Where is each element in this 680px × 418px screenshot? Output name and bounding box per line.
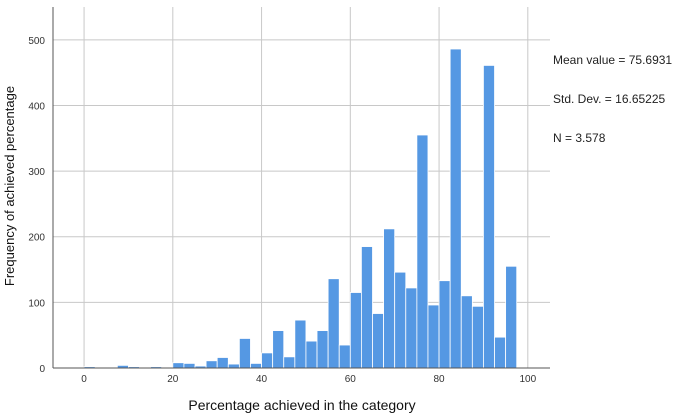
x-tick-label: 60 (345, 374, 357, 385)
histogram-bar (483, 65, 495, 369)
histogram-bar (372, 313, 384, 369)
histogram-bar (361, 246, 373, 369)
histogram-bar (316, 330, 329, 369)
x-tick-label: 0 (81, 374, 87, 385)
histogram-bar (416, 134, 429, 369)
x-tick-label: 20 (167, 374, 179, 385)
tick-labels: 0 100 200 300 400 500 0 20 40 60 80 100 (28, 36, 536, 385)
histogram-bar (349, 292, 362, 369)
histogram-bar (238, 338, 251, 369)
x-axis-label: Percentage achieved in the category (188, 397, 415, 413)
histogram-bar (305, 340, 318, 369)
histogram-bar (227, 363, 240, 369)
histogram-bar (183, 363, 196, 369)
std-dev-value: Std. Dev. = 16.65225 (553, 92, 666, 106)
histogram-bar (394, 271, 407, 369)
histogram-bar (449, 48, 462, 369)
x-tick-label: 80 (434, 374, 446, 385)
histogram-bar (205, 360, 218, 369)
histogram-bar (494, 336, 507, 369)
axes (52, 7, 550, 369)
mean-value: Mean value = 75.6931 (553, 53, 673, 67)
histogram-bar (216, 357, 229, 369)
histogram-bar (327, 278, 340, 369)
y-tick-label: 0 (39, 364, 45, 375)
y-axis-label: Frequency of achieved percentage (2, 86, 17, 286)
histogram-bar (250, 363, 262, 369)
y-tick-label: 400 (28, 101, 45, 112)
histogram-bar (172, 362, 185, 369)
histogram-bar (294, 319, 307, 369)
histogram-bar (438, 280, 451, 369)
histogram-bar (272, 330, 285, 369)
histogram-bar (505, 265, 518, 369)
histogram-bar (383, 228, 396, 369)
histogram-bar (283, 356, 296, 369)
histogram-bar (460, 295, 473, 369)
histogram-bar (427, 304, 440, 369)
y-tick-label: 500 (28, 36, 45, 47)
histogram-bars (83, 48, 518, 369)
x-tick-label: 100 (519, 374, 536, 385)
summary-statistics: Mean value = 75.6931 Std. Dev. = 16.6522… (553, 28, 672, 158)
histogram-bar (338, 344, 351, 369)
histogram-bar (261, 352, 274, 369)
x-tick-label: 40 (256, 374, 268, 385)
n-value: N = 3.578 (553, 131, 606, 145)
histogram-bar (471, 305, 484, 369)
y-tick-label: 100 (28, 298, 45, 309)
histogram-bar (405, 287, 418, 369)
y-tick-label: 300 (28, 167, 45, 178)
y-tick-label: 200 (28, 233, 45, 244)
